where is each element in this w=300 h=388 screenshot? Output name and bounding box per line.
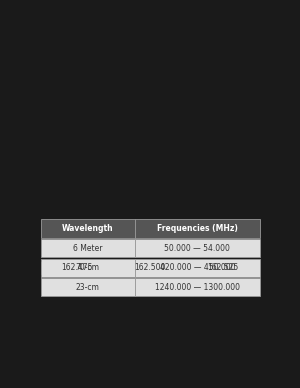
Text: 23-cm: 23-cm	[76, 282, 100, 292]
Bar	[40, 278, 135, 296]
Text: 162.525: 162.525	[207, 263, 238, 272]
Bar	[135, 259, 260, 277]
Bar	[113, 262, 187, 274]
Bar	[40, 239, 135, 257]
Text: Wavelength: Wavelength	[62, 224, 114, 233]
Text: 70-cm: 70-cm	[76, 263, 100, 272]
Text: 420.000 — 450.000: 420.000 — 450.000	[160, 263, 235, 272]
Bar	[40, 259, 135, 277]
Bar	[187, 262, 260, 274]
Text: 162.475: 162.475	[61, 263, 93, 272]
Bar	[135, 239, 260, 257]
Bar	[40, 262, 113, 274]
Bar	[135, 278, 260, 296]
Bar	[135, 219, 260, 238]
Bar	[40, 219, 135, 238]
Text: Frequencies (MHz): Frequencies (MHz)	[157, 224, 238, 233]
Text: 1240.000 — 1300.000: 1240.000 — 1300.000	[155, 282, 240, 292]
Text: 50.000 — 54.000: 50.000 — 54.000	[164, 244, 230, 253]
Text: 162.500: 162.500	[134, 263, 166, 272]
Text: 6 Meter: 6 Meter	[73, 244, 103, 253]
